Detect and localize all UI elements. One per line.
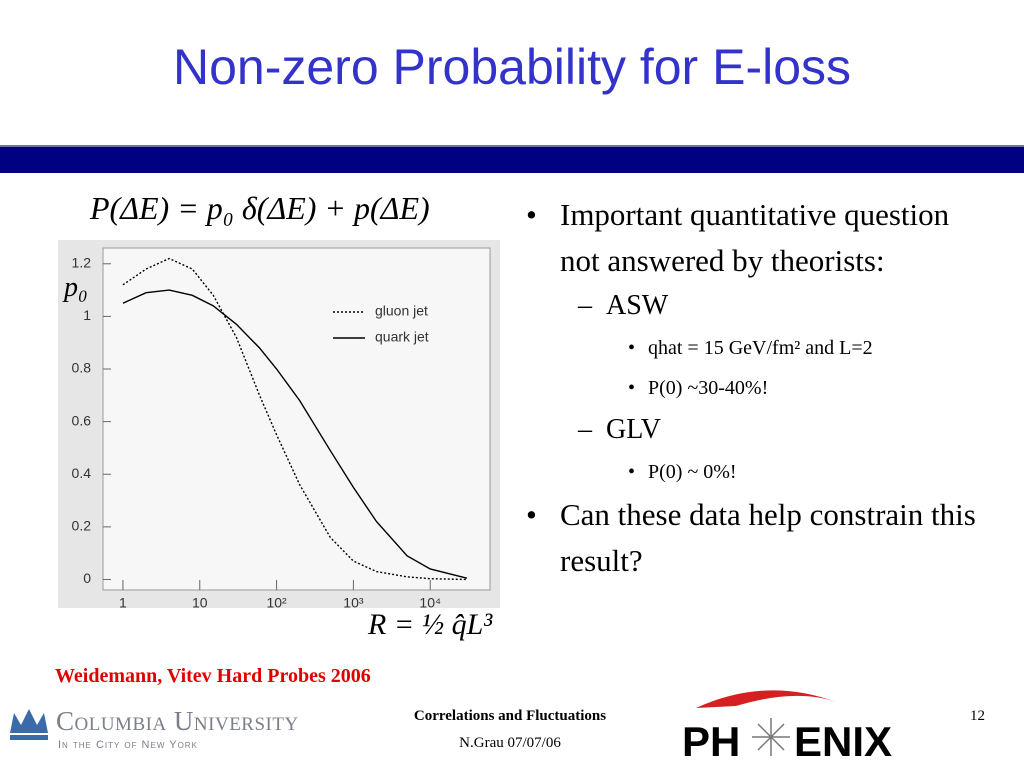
y-axis-label: p₀ — [64, 272, 88, 303]
list-level-0: Important quantitative question not answ… — [522, 192, 992, 584]
x-tick-label: 10⁴ — [419, 595, 441, 608]
logo-right: ENIX — [794, 718, 892, 765]
x-tick-label: 1 — [119, 595, 127, 608]
y-tick-label: 0.2 — [72, 518, 92, 534]
data-line — [122, 289, 468, 579]
bullet-text: ASW — [606, 290, 669, 321]
bullet-item: Important quantitative question not answ… — [522, 192, 992, 492]
plot-layer: 0 0.2 0.4 0.6 0.8 1 1.2 1 10 10² 10³ 10⁴ gluon jet qu… — [72, 254, 468, 608]
title-bar — [0, 145, 1024, 173]
x-tick-label: 10 — [192, 595, 208, 608]
talk-title: Correlations and Fluctuations — [413, 708, 607, 724]
y-tick-label: 0.8 — [72, 360, 92, 376]
list-level-2: qhat = 15 GeV/fm² and L=2 P(0) ~30-40%! — [624, 328, 992, 408]
bullet-text: Can these data help constrain this resul… — [560, 497, 976, 578]
bullet-text: GLV — [606, 414, 661, 445]
y-tick-label: 0.4 — [72, 465, 92, 481]
phenix-logo: PH ENIX — [682, 690, 892, 765]
bullet-item: P(0) ~ 0%! — [624, 452, 992, 492]
institution: Columbia University — [56, 706, 299, 736]
institution-subtitle: In the City of New York — [58, 739, 198, 751]
list-level-1: ASW qhat = 15 GeV/fm² and L=2 P(0) ~30-40%… — [578, 284, 992, 492]
x-axis-label: R = ½ q̂L³ — [368, 608, 493, 641]
bullet-text: Important quantitative question not answ… — [560, 197, 950, 278]
bullet-list: Important quantitative question not answ… — [522, 192, 992, 584]
legend-label: gluon jet — [375, 303, 428, 319]
bullet-item: ASW qhat = 15 GeV/fm² and L=2 P(0) ~30-40%… — [578, 284, 992, 408]
y-tick-label: 1 — [83, 307, 91, 323]
data-line — [122, 257, 467, 581]
y-tick-label: 0 — [83, 570, 91, 586]
chart: 0 0.2 0.4 0.6 0.8 1 1.2 1 10 10² 10³ 10⁴ gluon jet qu… — [58, 240, 500, 608]
bullet-item: GLV P(0) ~ 0%! — [578, 408, 992, 492]
legend-label: quark jet — [375, 329, 429, 345]
y-tick-label: 1.2 — [72, 254, 92, 270]
x-tick-label: 10³ — [343, 595, 364, 608]
citation: Weidemann, Vitev Hard Probes 2006 — [55, 665, 371, 687]
bullet-item: Can these data help constrain this resul… — [522, 492, 992, 584]
slide-title: Non-zero Probability for E-loss — [172, 39, 852, 95]
y-tick-label: 0.6 — [72, 412, 92, 428]
page-number: 12 — [970, 708, 985, 724]
author-date: N.Grau 07/07/06 — [459, 735, 561, 751]
bullet-text: qhat = 15 GeV/fm² and L=2 — [648, 337, 873, 359]
list-level-2: P(0) ~ 0%! — [624, 452, 992, 492]
x-tick-label: 10² — [266, 595, 287, 608]
bullet-text: P(0) ~30-40%! — [648, 377, 769, 399]
logo-left: PH — [682, 718, 740, 765]
formula: P(ΔE) = p₀ δ(ΔE) + p(ΔE) — [90, 190, 430, 226]
crown-icon — [10, 709, 48, 740]
bullet-item: P(0) ~30-40%! — [624, 368, 992, 408]
bullet-text: P(0) ~ 0%! — [648, 461, 737, 483]
bullet-item: qhat = 15 GeV/fm² and L=2 — [624, 328, 992, 368]
plot-frame — [102, 247, 491, 591]
